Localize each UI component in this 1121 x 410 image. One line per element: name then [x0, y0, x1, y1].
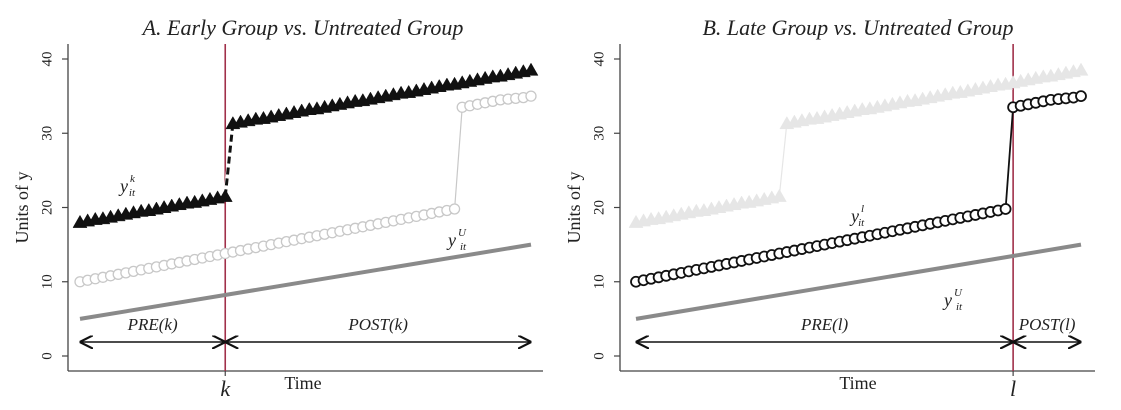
series-line: [79, 69, 532, 224]
jump-segment: [223, 123, 235, 197]
series-line: [635, 69, 1082, 223]
series-1: [74, 90, 537, 288]
data-point: [999, 203, 1012, 215]
series-2: [79, 242, 532, 321]
y-tick-label: 0: [39, 352, 55, 360]
series-label-sup: U: [954, 287, 963, 299]
event-time-label: l: [1010, 376, 1016, 401]
region-label: PRE(k): [127, 315, 178, 334]
region-label: POST(l): [1018, 315, 1076, 334]
series-label-sup: U: [458, 227, 467, 239]
series-2: [635, 242, 1082, 321]
y-tick-label: 40: [39, 52, 55, 67]
y-tick-label: 10: [39, 274, 55, 289]
y-tick-label: 0: [591, 352, 607, 360]
region-label: POST(k): [347, 315, 408, 334]
series-label-sup: l: [861, 203, 864, 215]
x-axis-label: Time: [839, 373, 876, 393]
series-label-sub: it: [460, 241, 467, 253]
series-0: [72, 62, 539, 228]
y-tick-label: 30: [591, 126, 607, 141]
data-point: [1075, 90, 1087, 103]
data-point: [217, 188, 233, 202]
data-point: [771, 188, 787, 202]
chart-title: B. Late Group vs. Untreated Group: [702, 15, 1013, 40]
event-time-label: k: [220, 376, 231, 401]
y-tick-label: 40: [591, 52, 607, 67]
series-label: y l it: [849, 203, 865, 229]
x-axis-label: Time: [284, 373, 321, 393]
y-tick-label: 10: [591, 274, 607, 289]
data-point: [1073, 62, 1089, 76]
data-point: [523, 62, 539, 76]
series-line: [635, 242, 1082, 321]
chart-title: A. Early Group vs. Untreated Group: [141, 15, 464, 40]
y-axis-label: Units of y: [12, 172, 32, 244]
series-1: [630, 90, 1087, 288]
series-line: [79, 242, 532, 321]
series-label-sub: it: [129, 187, 136, 199]
panel-late-vs-untreated: B. Late Group vs. Untreated Group 0 10 20 30…: [564, 15, 1095, 401]
series-label-main: y: [942, 290, 952, 310]
series-label-sub: it: [956, 301, 963, 313]
panel-early-vs-untreated: A. Early Group vs. Untreated Group 0 10 20 3…: [12, 15, 543, 401]
y-tick-label: 30: [39, 126, 55, 141]
series-label-main: y: [849, 206, 859, 226]
data-point: [448, 203, 461, 215]
y-tick-label: 20: [591, 200, 607, 215]
series-label-main: y: [446, 230, 456, 250]
series-label: y k it: [118, 173, 136, 199]
region-label: PRE(l): [800, 315, 849, 334]
series-label-main: y: [118, 176, 128, 196]
series-label-sup: k: [130, 173, 136, 185]
series-label-sub: it: [858, 217, 865, 229]
series-0: [628, 62, 1089, 228]
y-axis-label: Units of y: [564, 172, 584, 244]
data-point: [525, 90, 537, 102]
y-tick-label: 20: [39, 200, 55, 215]
